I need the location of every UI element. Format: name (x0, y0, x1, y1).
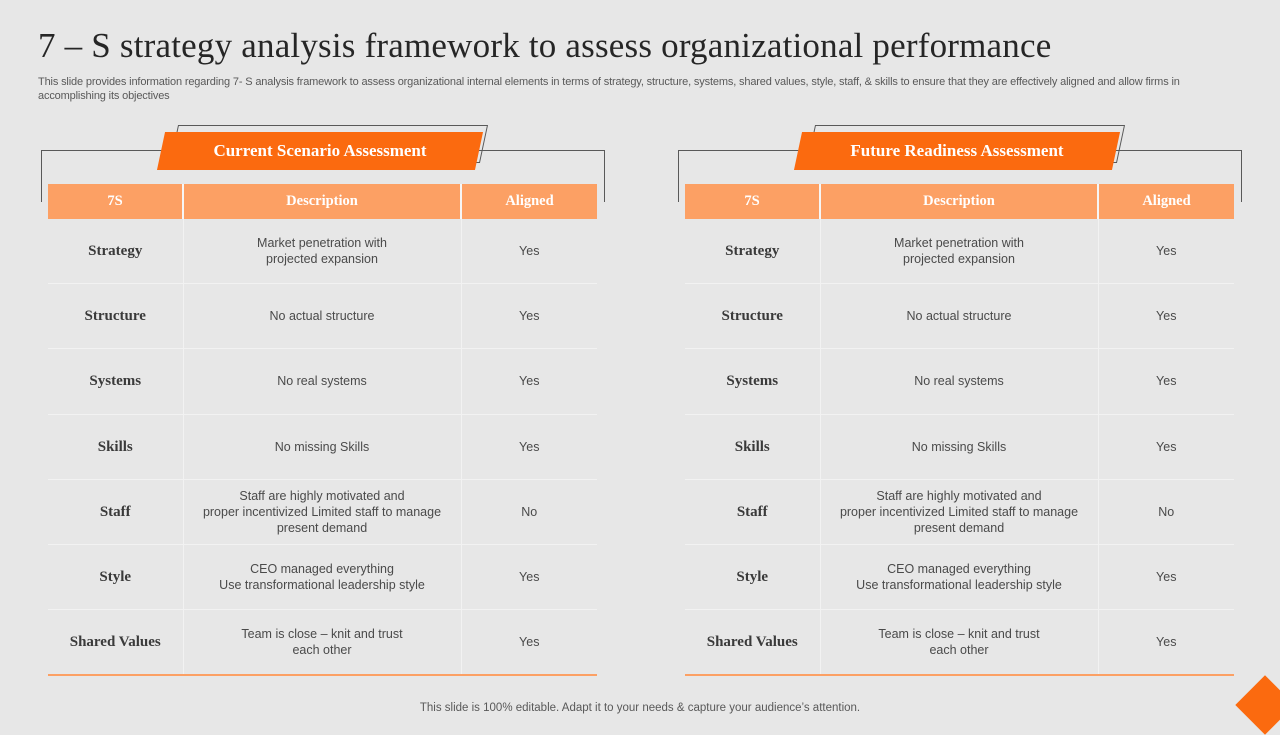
description-line: Staff are highly motivated and (239, 488, 405, 503)
page-title: 7 – S strategy analysis framework to ass… (38, 26, 1052, 65)
description-line: No actual structure (269, 309, 375, 324)
cell-aligned: Yes (461, 544, 597, 611)
cell-7s-element: Staff (48, 479, 184, 545)
description-line: proper incentivized Limited staff to man… (202, 504, 442, 519)
cell-aligned: Yes (1098, 544, 1234, 611)
panel-heading: Future Readiness Assessment (850, 141, 1064, 160)
description-line: No real systems (277, 374, 367, 389)
table-row: Systems No real systems Yes (685, 348, 1234, 415)
cell-description: Staff are highly motivated and proper inc… (183, 479, 462, 545)
cell-aligned: No (461, 479, 597, 545)
cell-description: CEO managed everything Use transformation… (820, 544, 1099, 611)
description-line: Team is close – knit and trust (878, 627, 1040, 642)
column-header-aligned: Aligned (461, 184, 597, 219)
table-row: Structure No actual structure Yes (685, 283, 1234, 350)
cell-description: No missing Skills (820, 414, 1099, 480)
description-line: projected expansion (903, 252, 1015, 267)
table-row: Systems No real systems Yes (48, 348, 597, 415)
description-line: Use transformational leadership style (219, 578, 425, 593)
cell-description: No actual structure (820, 283, 1099, 350)
description-line: CEO managed everything (887, 562, 1031, 577)
cell-7s-element: Style (48, 544, 184, 611)
description-line: Staff are highly motivated and (876, 488, 1042, 503)
panel-heading: Current Scenario Assessment (213, 141, 427, 160)
cell-7s-element: Shared Values (48, 609, 184, 677)
description-line: Team is close – knit and trust (241, 627, 403, 642)
cell-aligned: Yes (461, 219, 597, 285)
page-subtitle: This slide provides information regardin… (38, 76, 1180, 102)
column-header-description: Description (183, 184, 462, 219)
description-line: No missing Skills (274, 439, 370, 454)
table-row: Strategy Market penetration with projected… (48, 219, 597, 285)
description-line: Use transformational leadership style (856, 578, 1062, 593)
description-line: proper incentivized Limited staff to man… (839, 504, 1079, 519)
description-line: No actual structure (906, 309, 1012, 324)
cell-7s-element: Systems (48, 348, 184, 415)
current-scenario-panel: Current Scenario Assessment 7S Descripti… (41, 125, 605, 685)
cell-aligned: Yes (461, 414, 597, 480)
cell-description: Market penetration with projected expansi… (183, 219, 462, 285)
cell-aligned: No (1098, 479, 1234, 545)
cell-description: Staff are highly motivated and proper inc… (820, 479, 1099, 545)
cell-aligned: Yes (461, 609, 597, 677)
future-readiness-panel: Future Readiness Assessment 7S Descripti… (678, 125, 1242, 685)
cell-7s-element: Style (685, 544, 821, 611)
column-header-aligned: Aligned (1098, 184, 1234, 219)
description-line: each other (929, 643, 989, 658)
cell-description: CEO managed everything Use transformation… (183, 544, 462, 611)
cell-7s-element: Strategy (48, 219, 184, 285)
description-line: No real systems (914, 374, 1004, 389)
table-row: Staff Staff are highly motivated and prope… (685, 479, 1234, 545)
description-line: each other (292, 643, 352, 658)
description-line: present demand (276, 520, 368, 535)
cell-aligned: Yes (461, 283, 597, 350)
cell-7s-element: Shared Values (685, 609, 821, 677)
description-line: Market penetration with (257, 236, 387, 251)
cell-aligned: Yes (1098, 283, 1234, 350)
column-header-7s: 7S (685, 184, 821, 219)
cell-aligned: Yes (1098, 219, 1234, 285)
description-line: present demand (913, 520, 1005, 535)
cell-aligned: Yes (1098, 414, 1234, 480)
cell-description: Market penetration with projected expansi… (820, 219, 1099, 285)
table-row: Skills No missing Skills Yes (48, 414, 597, 480)
cell-7s-element: Strategy (685, 219, 821, 285)
table-row: Staff Staff are highly motivated and prope… (48, 479, 597, 545)
cell-aligned: Yes (461, 348, 597, 415)
cell-aligned: Yes (1098, 348, 1234, 415)
table-row: Structure No actual structure Yes (48, 283, 597, 350)
table-header-row: 7S Description Aligned (685, 184, 1234, 219)
column-header-7s: 7S (48, 184, 184, 219)
cell-7s-element: Skills (685, 414, 821, 480)
cell-description: No missing Skills (183, 414, 462, 480)
footer-note: This slide is 100% editable. Adapt it to… (419, 702, 861, 714)
table-row: Shared Values Team is close – knit and tr… (685, 609, 1234, 677)
cell-description: No real systems (820, 348, 1099, 415)
description-line: No missing Skills (911, 439, 1007, 454)
column-header-description: Description (820, 184, 1099, 219)
cell-description: No real systems (183, 348, 462, 415)
cell-description: No actual structure (183, 283, 462, 350)
assessment-table: 7S Description Aligned Strategy Market pe… (685, 184, 1234, 677)
cell-aligned: Yes (1098, 609, 1234, 677)
table-row: Strategy Market penetration with projected… (685, 219, 1234, 285)
corner-diamond-decoration (1235, 675, 1280, 735)
table-row: Style CEO managed everything Use transform… (48, 544, 597, 611)
cell-description: Team is close – knit and trust each other (183, 609, 462, 677)
description-line: CEO managed everything (250, 562, 394, 577)
table-row: Skills No missing Skills Yes (685, 414, 1234, 480)
table-row: Shared Values Team is close – knit and tr… (48, 609, 597, 677)
cell-description: Team is close – knit and trust each other (820, 609, 1099, 677)
cell-7s-element: Staff (685, 479, 821, 545)
assessment-table: 7S Description Aligned Strategy Market pe… (48, 184, 597, 677)
table-header-row: 7S Description Aligned (48, 184, 597, 219)
cell-7s-element: Skills (48, 414, 184, 480)
cell-7s-element: Structure (48, 283, 184, 350)
description-line: projected expansion (266, 252, 378, 267)
cell-7s-element: Structure (685, 283, 821, 350)
description-line: Market penetration with (894, 236, 1024, 251)
cell-7s-element: Systems (685, 348, 821, 415)
table-row: Style CEO managed everything Use transform… (685, 544, 1234, 611)
